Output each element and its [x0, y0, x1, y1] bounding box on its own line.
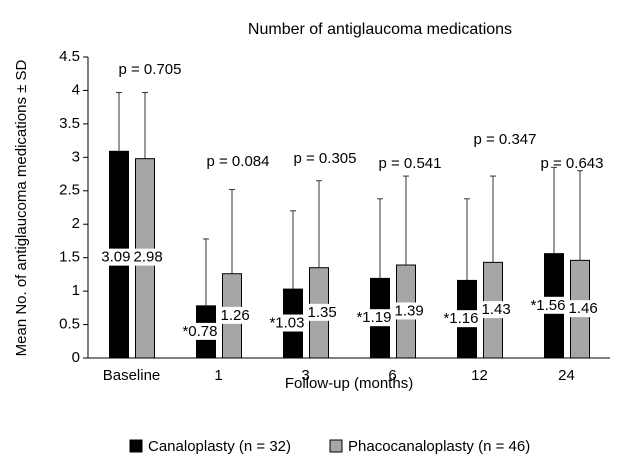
- p-value: p = 0.541: [379, 155, 442, 172]
- p-value: p = 0.305: [294, 150, 357, 167]
- label-bg: [182, 322, 218, 340]
- label-bg: [133, 248, 163, 266]
- y-tick-label: 0.5: [59, 316, 80, 333]
- y-tick-label: 0: [72, 349, 80, 366]
- data-label: 1.43: [482, 301, 511, 318]
- label-bg: [443, 310, 479, 328]
- label-bg: [101, 248, 131, 266]
- legend-swatch: [329, 439, 343, 453]
- data-label: 1.35: [308, 304, 337, 321]
- chart-title: Number of antiglaucoma medications: [248, 21, 512, 38]
- label-bg: [530, 296, 566, 314]
- x-tick-label: 3: [301, 367, 309, 384]
- p-value: p = 0.643: [541, 155, 604, 172]
- p-value: p = 0.705: [119, 61, 182, 78]
- data-label: 1.39: [395, 302, 424, 319]
- label-bg: [307, 303, 337, 321]
- p-value: p = 0.084: [207, 153, 270, 170]
- label-bg: [269, 314, 305, 332]
- legend-swatch: [129, 439, 143, 453]
- data-label: 3.09: [101, 249, 130, 266]
- x-axis-label: Follow-up (months): [285, 375, 413, 392]
- legend-label: Canaloplasty (n = 32): [148, 438, 291, 455]
- legend-label: Phacocanaloplasty (n = 46): [348, 438, 530, 455]
- data-label: *0.78: [182, 323, 217, 340]
- x-tick-label: 1: [214, 367, 222, 384]
- data-label: *1.16: [443, 310, 478, 327]
- y-tick-label: 2: [72, 215, 80, 232]
- label-bg: [356, 309, 392, 327]
- data-label: 2.98: [134, 249, 163, 266]
- label-bg: [394, 302, 424, 320]
- y-axis-label: Mean No. of antiglaucoma medications ± S…: [13, 59, 30, 356]
- x-tick-label: 24: [558, 367, 575, 384]
- y-tick-label: 2.5: [59, 182, 80, 199]
- x-tick-label: 6: [388, 367, 396, 384]
- p-value: p = 0.347: [474, 131, 537, 148]
- y-tick-label: 3: [72, 148, 80, 165]
- y-tick-label: 1: [72, 282, 80, 299]
- label-bg: [481, 301, 511, 319]
- y-tick-label: 4.5: [59, 48, 80, 65]
- data-label: 1.46: [569, 300, 598, 317]
- x-tick-label: 12: [471, 367, 488, 384]
- y-tick-label: 1.5: [59, 249, 80, 266]
- label-bg: [568, 300, 598, 318]
- y-tick-label: 4: [72, 81, 80, 98]
- data-label: 1.26: [221, 307, 250, 324]
- data-label: *1.03: [269, 315, 304, 332]
- x-tick-label: Baseline: [103, 367, 161, 384]
- label-bg: [220, 306, 250, 324]
- data-label: *1.19: [356, 309, 391, 326]
- data-label: *1.56: [530, 297, 565, 314]
- y-tick-label: 3.5: [59, 115, 80, 132]
